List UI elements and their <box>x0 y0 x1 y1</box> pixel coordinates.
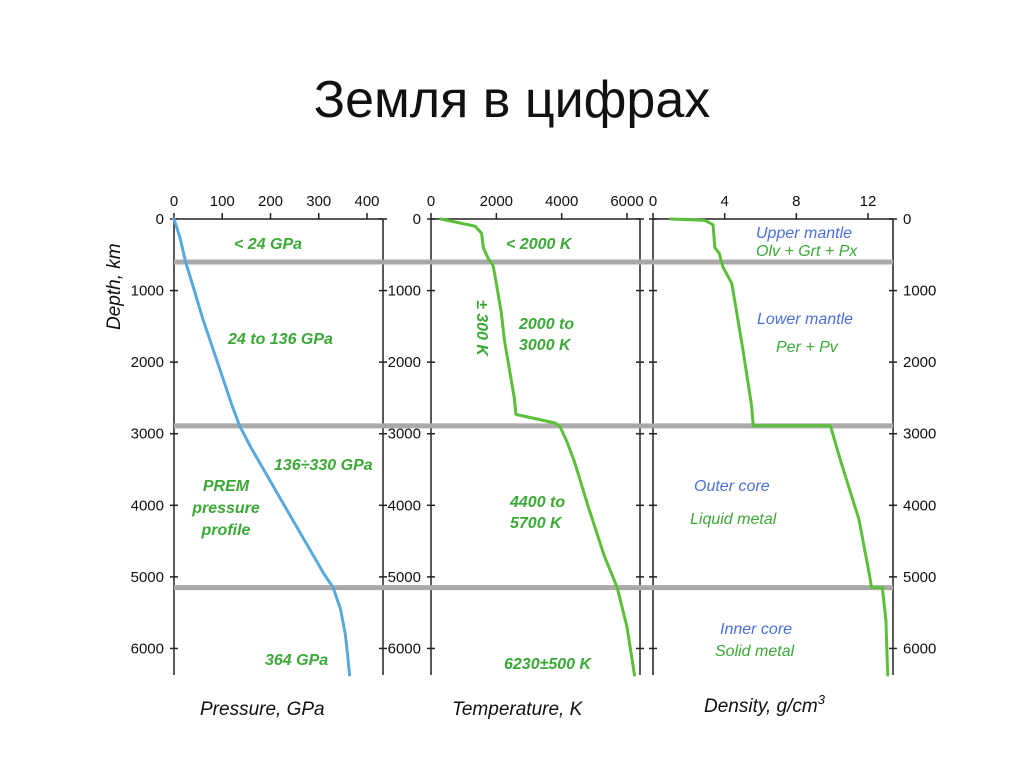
panel-1-ytick-label-1000: 1000 <box>388 283 421 300</box>
panel-1-xtick-label-4000: 4000 <box>545 193 578 210</box>
panel-2-profile-line <box>669 217 890 677</box>
panel-0-ytick-label-2000: 2000 <box>131 354 164 371</box>
panel-1-ytick-label-0: 0 <box>413 211 421 228</box>
panel-2-xtick-label-4: 4 <box>720 193 728 210</box>
panel-0-ytick-label-6000: 6000 <box>131 640 164 657</box>
panel-frames <box>173 218 894 675</box>
annotation-upper-temperature: < 2000 K <box>506 236 573 253</box>
panel-2-ytick-label-3000: 3000 <box>903 426 936 443</box>
label-inner-core: Inner core <box>720 621 792 638</box>
annotation-prem-line1: PREM <box>203 478 250 495</box>
temperature-axis-label: Temperature, K <box>452 699 584 720</box>
panel-2-xtick-label-8: 8 <box>792 193 800 210</box>
annotation-uncertainty: ± 300 K <box>473 300 490 357</box>
panel-1-ytick-label-3000: 3000 <box>388 426 421 443</box>
label-upper-mantle-minerals: Olv + Grt + Px <box>756 243 858 260</box>
panel-1-ytick-label-6000: 6000 <box>388 640 421 657</box>
label-upper-mantle: Upper mantle <box>756 225 852 242</box>
slide-title: Земля в цифрах <box>313 71 711 129</box>
panel-2-xtick-label-12: 12 <box>860 193 877 210</box>
annotation-center-pressure: 364 GPa <box>265 652 328 669</box>
panel-0-ytick-label-1000: 1000 <box>131 283 164 300</box>
label-lower-mantle: Lower mantle <box>757 311 853 328</box>
panel-0-xtick-label-400: 400 <box>354 193 379 210</box>
panel-1-ytick-label-2000: 2000 <box>388 354 421 371</box>
density-axis-label: Density, g/cm3 <box>704 692 826 717</box>
annotation-mantle-temperature-1: 2000 to <box>518 316 574 333</box>
panel-2-ytick-label-4000: 4000 <box>903 497 936 514</box>
annotation-center-temperature: 6230±500 K <box>504 656 593 673</box>
annotation-core-pressure: 136÷330 GPa <box>274 457 373 474</box>
panel-0-ytick-label-0: 0 <box>156 211 164 228</box>
panel-0-ytick-label-3000: 3000 <box>131 426 164 443</box>
panel-2-ytick-label-6000: 6000 <box>903 640 936 657</box>
panel-2-ytick-label-2000: 2000 <box>903 354 936 371</box>
panel-1-profile-line <box>439 217 636 677</box>
panel-0-profile-line <box>172 217 352 677</box>
panel-0-ytick-label-4000: 4000 <box>131 497 164 514</box>
panel-2-ytick-label-5000: 5000 <box>903 569 936 586</box>
density-unit-exponent: 3 <box>818 692 826 707</box>
panel-1-ytick-label-5000: 5000 <box>388 569 421 586</box>
panel-0-xtick-label-200: 200 <box>258 193 283 210</box>
panel-0-xtick-label-100: 100 <box>210 193 235 210</box>
annotation-core-temperature-2: 5700 K <box>510 515 563 532</box>
annotation-upper-pressure: < 24 GPa <box>234 236 302 253</box>
panel-1-xtick-label-2000: 2000 <box>480 193 513 210</box>
panel-1-xtick-label-6000: 6000 <box>610 193 643 210</box>
panel-2-ytick-label-0: 0 <box>903 211 911 228</box>
annotation-mantle-pressure: 24 to 136 GPa <box>227 331 333 348</box>
profile-curves <box>172 217 890 677</box>
panel-0-ytick-label-5000: 5000 <box>131 569 164 586</box>
annotation-core-temperature-1: 4400 to <box>509 494 565 511</box>
panel-2-ytick-label-1000: 1000 <box>903 283 936 300</box>
label-inner-core-state: Solid metal <box>715 643 795 660</box>
annotation-mantle-temperature-2: 3000 K <box>519 337 572 354</box>
panel-0-xtick-label-0: 0 <box>170 193 178 210</box>
depth-axis-label: Depth, km <box>104 243 125 330</box>
annotation-prem-line3: profile <box>201 522 251 539</box>
pressure-axis-label: Pressure, GPa <box>200 699 325 720</box>
label-outer-core: Outer core <box>694 478 770 495</box>
panel-0-xtick-label-300: 300 <box>306 193 331 210</box>
panel-2-xtick-label-0: 0 <box>649 193 657 210</box>
panel-1-xtick-label-0: 0 <box>427 193 435 210</box>
label-outer-core-state: Liquid metal <box>690 511 777 528</box>
label-lower-mantle-minerals: Per + Pv <box>776 339 839 356</box>
panel-1-ytick-label-4000: 4000 <box>388 497 421 514</box>
annotation-prem-line2: pressure <box>191 500 260 517</box>
